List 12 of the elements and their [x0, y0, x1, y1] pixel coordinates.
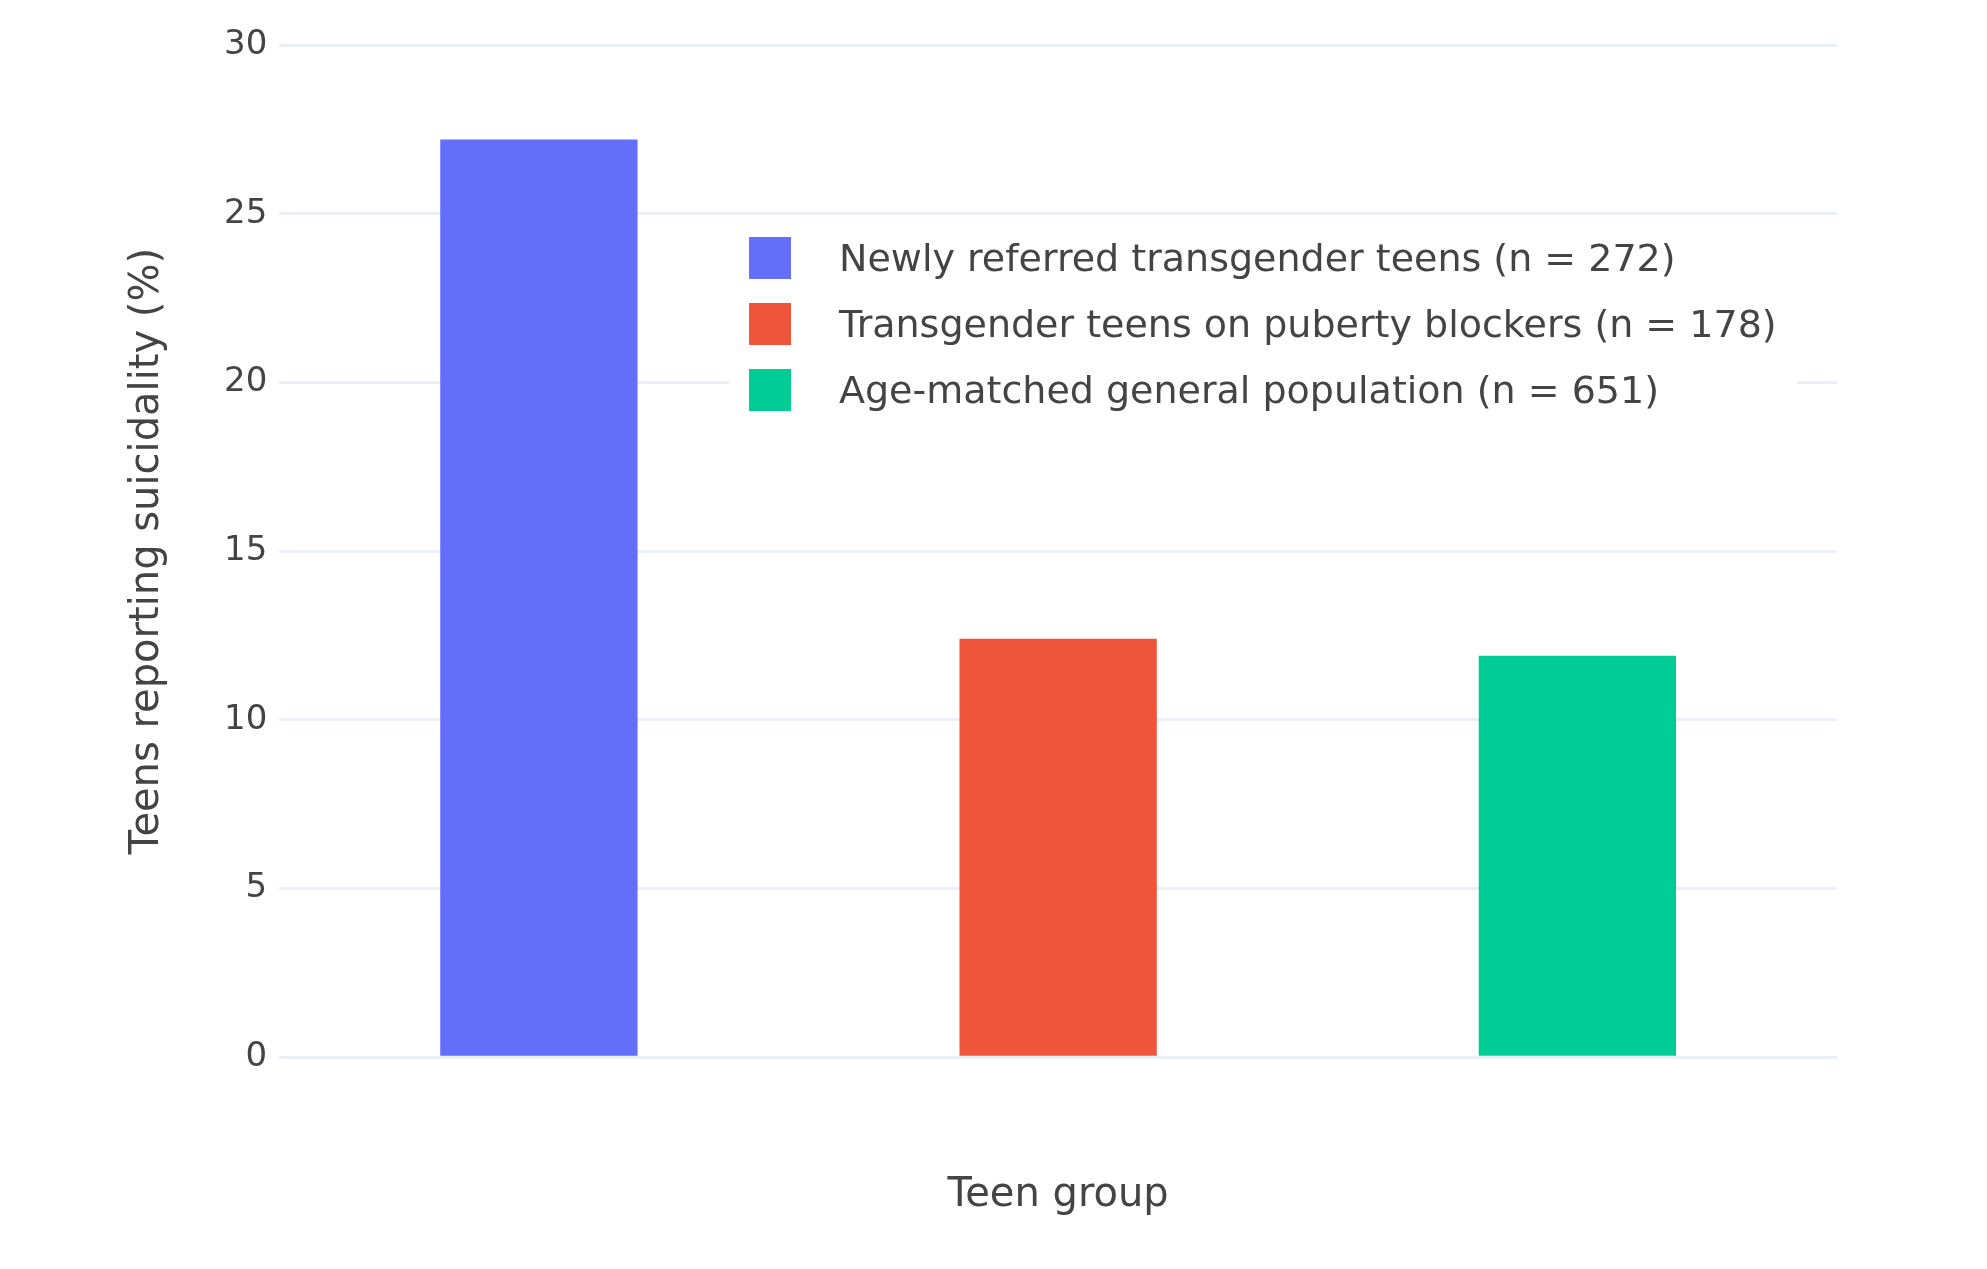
- legend-label: Transgender teens on puberty blockers (n = 178): [839, 302, 1777, 346]
- y-tick-label: 15: [224, 527, 268, 568]
- y-tick-label: 5: [245, 865, 268, 906]
- y-tick-label: 20: [224, 359, 268, 400]
- x-axis-title: Teen group: [946, 1169, 1169, 1216]
- y-tick-label: 25: [224, 190, 268, 231]
- legend-label: Age-matched general population (n = 651): [839, 368, 1660, 412]
- y-tick-label: 0: [245, 1034, 268, 1075]
- y-tick-label: 30: [224, 21, 268, 62]
- legend-label: Newly referred transgender teens (n = 272): [839, 236, 1676, 280]
- y-axis-title: Teens reporting suicidality (%): [121, 247, 168, 856]
- y-tick-label: 10: [224, 696, 268, 737]
